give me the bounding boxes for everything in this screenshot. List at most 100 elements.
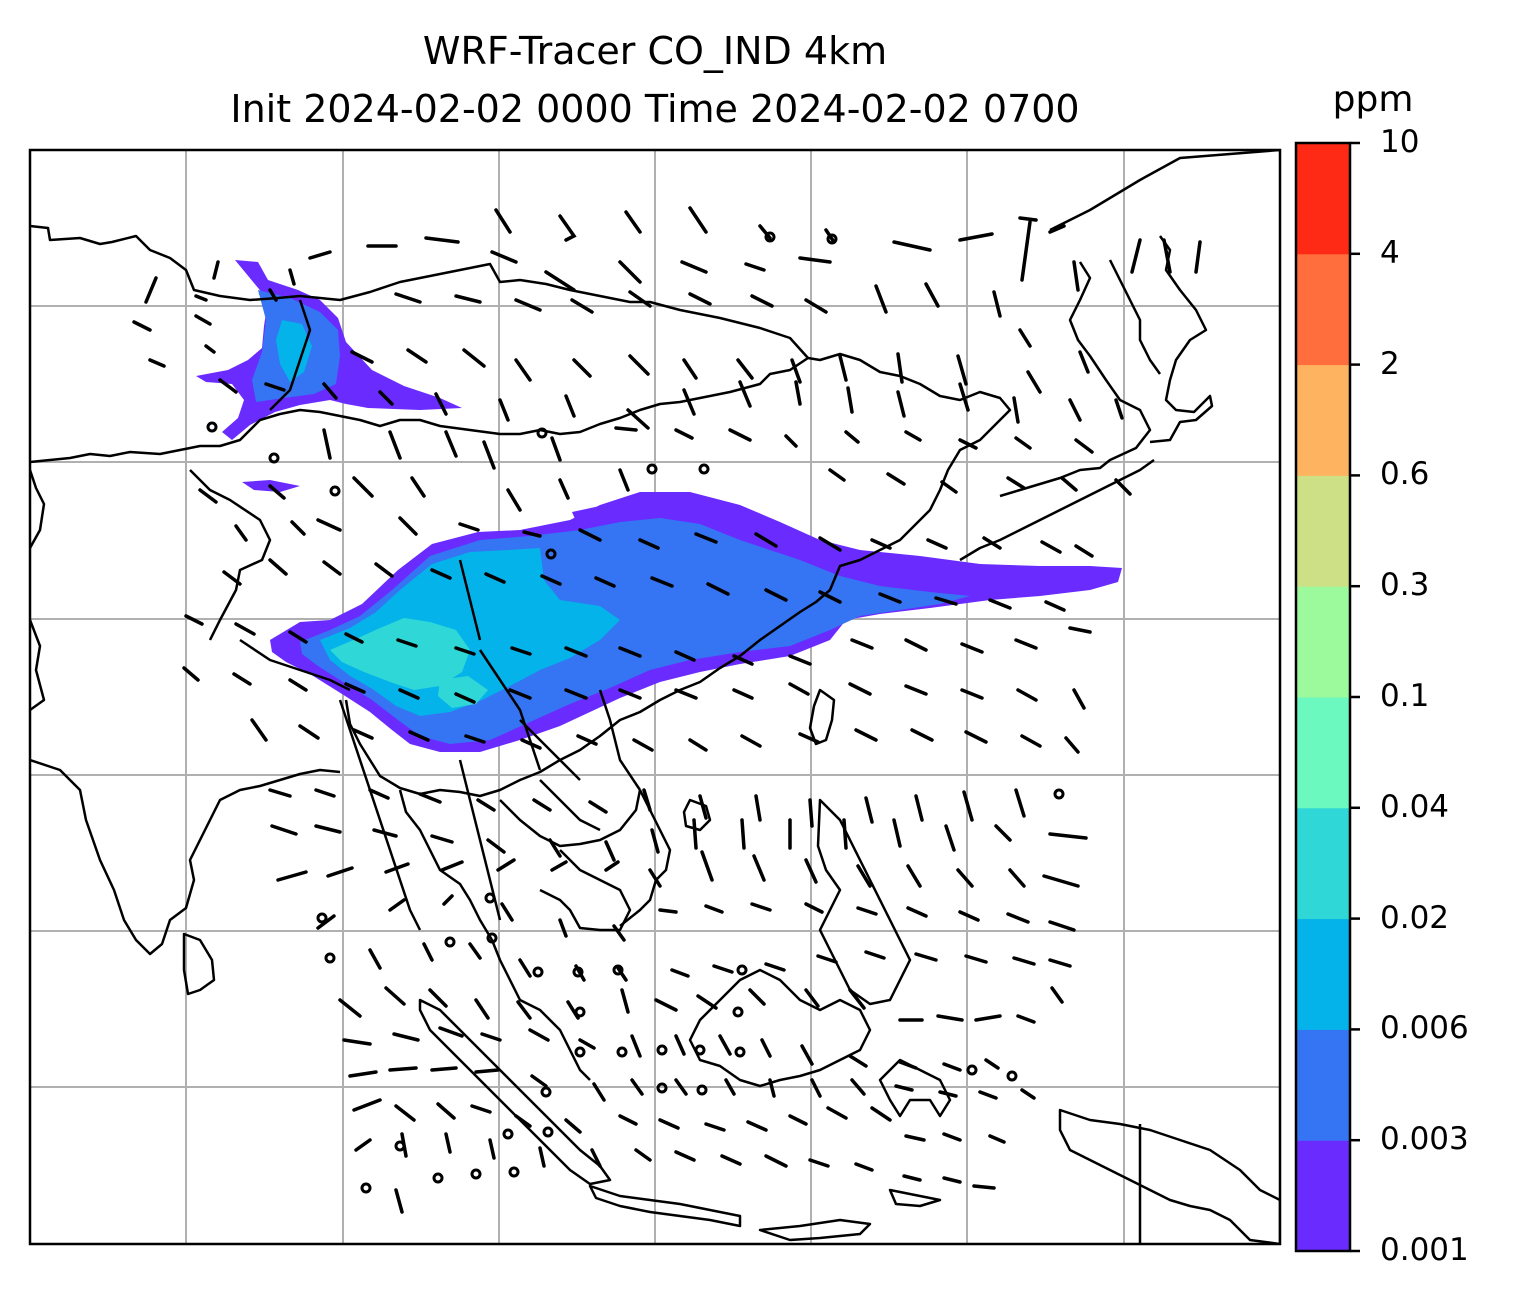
calm-marker [540, 1086, 552, 1098]
colorbar-band [1296, 1140, 1350, 1252]
calm-marker [502, 1128, 514, 1140]
wind-barb [322, 426, 1094, 470]
calm-marker [508, 1166, 520, 1178]
calm-marker [536, 427, 548, 439]
coastline-philippines [816, 798, 912, 1006]
colorbar-tick-label: 0.3 [1380, 567, 1430, 604]
calm-marker [545, 548, 557, 560]
coastline-sumatra [418, 998, 612, 1186]
wind-barb [268, 788, 1026, 828]
wind-barb [342, 1026, 1000, 1072]
plume-main-teal-2 [438, 676, 488, 708]
colorbar-band [1296, 475, 1350, 587]
wind-barb [352, 1098, 1006, 1144]
calm-marker [444, 936, 456, 948]
calm-marker [732, 1006, 744, 1018]
calm-marker [329, 485, 341, 497]
colorbar-band [1296, 143, 1350, 255]
calm-marker [826, 233, 838, 245]
calm-marker [542, 1126, 554, 1138]
coastline-korea [1149, 235, 1214, 444]
wind-barb [270, 818, 1088, 862]
calm-marker [324, 952, 336, 964]
map-title-line-1: WRF-Tracer CO_IND 4km [422, 29, 888, 73]
coastline-north-asia [30, 224, 810, 464]
calm-marker [612, 964, 624, 976]
map-frame [28, 148, 1282, 1246]
wind-barb [308, 216, 1066, 292]
colorbar-tick-label: 0.02 [1380, 899, 1450, 936]
map-gridlines [30, 150, 1280, 1244]
calm-marker [268, 452, 280, 464]
wind-barb [184, 614, 1092, 666]
calm-marker [572, 966, 584, 978]
coastline-vietnam [619, 789, 672, 927]
calm-marker [736, 964, 748, 976]
coastline-korea-japan [999, 261, 1152, 498]
calm-marker [470, 1168, 482, 1180]
coastline-taiwan [808, 688, 836, 746]
wind-barb [394, 1188, 404, 1214]
coastlines [30, 150, 1280, 1244]
calm-marker [574, 1046, 586, 1058]
coastline-korea-2 [1108, 259, 1162, 375]
coastline-sulawesi [878, 1058, 952, 1118]
calm-marker [966, 1064, 978, 1076]
calm-marker [394, 1140, 406, 1152]
calm-marker [694, 1044, 706, 1056]
calm-marker [1006, 1070, 1018, 1082]
colorbar-band [1296, 586, 1350, 698]
calm-marker [616, 1046, 628, 1058]
calm-marker [696, 1084, 708, 1096]
country-borders-laos [519, 719, 601, 832]
country-borders-myanmar [338, 699, 502, 931]
coastline-sri-lanka [182, 932, 216, 996]
wind-barb [276, 850, 1080, 888]
colorbar [1294, 141, 1360, 1253]
map-title-line-2: Init 2024-02-02 0000 Time 2024-02-02 070… [230, 87, 1080, 131]
wind-barb [316, 894, 1076, 942]
country-borders-china [189, 299, 642, 791]
calm-marker [316, 912, 328, 924]
colorbar-tick-label: 0.1 [1380, 678, 1430, 714]
plume-northwest-core [276, 320, 312, 382]
calm-marker [656, 1082, 668, 1094]
wind-barb [494, 206, 836, 244]
calm-marker [698, 463, 710, 475]
coastline-india-west [30, 469, 46, 549]
colorbar-band [1296, 807, 1350, 920]
colorbar-band [1296, 918, 1350, 1030]
calm-marker [484, 892, 496, 904]
calm-marker [360, 1182, 372, 1194]
wind-barb [394, 282, 1002, 318]
colorbar-tick-label: 0.04 [1380, 788, 1450, 825]
calm-wind-markers [206, 231, 1065, 1194]
plume-small-patch-2 [572, 506, 600, 526]
coastline-timor [888, 1188, 942, 1208]
colorbar-unit-label: ppm [1332, 79, 1414, 120]
coastline-southeast-china [344, 352, 1012, 798]
wind-barb [368, 942, 1072, 982]
wind-barb [348, 1066, 1036, 1102]
wind-barb [338, 986, 1064, 1024]
colorbar-band [1296, 697, 1350, 809]
coastline-indochina [398, 789, 642, 1081]
calm-marker [206, 421, 218, 433]
calm-marker [764, 231, 776, 243]
coastline-borneo [688, 968, 872, 1088]
wind-barbs [132, 206, 1202, 1214]
calm-marker [486, 932, 498, 944]
calm-marker [646, 463, 658, 475]
calm-marker [656, 1044, 668, 1056]
wind-barb [234, 516, 1094, 558]
colorbar-tick-label: 0.6 [1380, 456, 1430, 493]
colorbar-tick-label: 4 [1380, 234, 1400, 271]
colorbar-band [1296, 1029, 1350, 1141]
colorbar-band [1296, 364, 1350, 476]
co-tracer-plume [196, 260, 1122, 752]
colorbar-tick-label: 10 [1380, 124, 1420, 160]
wind-barb [198, 468, 1132, 512]
wind-barb [250, 718, 1080, 754]
plume-main-teal [330, 618, 470, 690]
